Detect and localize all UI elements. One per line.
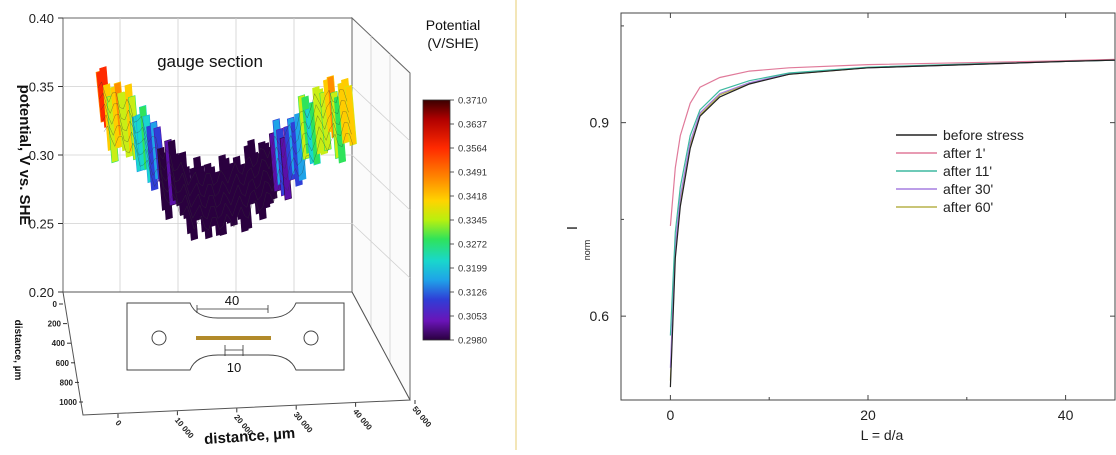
y-tick-label: 400 — [52, 339, 66, 348]
legend-label: after 1' — [943, 145, 985, 161]
z-axis-label: potential, V vs. SHE — [16, 85, 33, 226]
y-tick-label: 800 — [60, 378, 74, 387]
colorbar — [422, 99, 451, 341]
z-tick-label: 0.30 — [29, 148, 54, 163]
x-tick-label: 30 000 — [292, 410, 315, 435]
surface-contour — [100, 103, 351, 209]
surface-patch — [344, 84, 357, 147]
colorbar-tick-label: 0.3564 — [458, 144, 487, 155]
strip-width-label: 10 — [227, 360, 241, 375]
specimen-inset: 40 10 — [126, 293, 345, 375]
y-axis-label: distance, µm — [12, 320, 23, 381]
x-tick-label: 50 000 — [410, 405, 433, 430]
colorbar-tick-label: 0.3199 — [458, 264, 487, 275]
legend-label: after 30' — [943, 181, 993, 197]
y-tick-label: 0.9 — [590, 115, 610, 131]
legend-label: after 60' — [943, 199, 993, 215]
series-line — [669, 59, 1116, 388]
legend-label: after 11' — [943, 163, 992, 179]
hole-right — [303, 330, 319, 346]
y-tick-label: 1000 — [59, 398, 77, 407]
x-axis: 0 20 40 — [667, 13, 1074, 423]
colorbar-tick-label: 0.3637 — [458, 120, 487, 131]
x-axis-label: L = d/a — [861, 427, 904, 443]
legend-label: before stress — [943, 127, 1024, 143]
y-tick-label: 600 — [56, 359, 70, 368]
y-axis: 0.6 0.9 — [590, 25, 1115, 324]
line-plot: 0 20 40 0.6 0.9 before stress after 1' after … — [564, 12, 1116, 443]
x-tick-label: 20 — [860, 407, 876, 423]
colorbar-ticks: 0.3710 0.3637 0.3564 0.3491 0.3418 0.3345 0.32… — [450, 96, 487, 347]
series-lines — [669, 58, 1116, 388]
colorbar-tick-label: 0.3053 — [458, 312, 487, 323]
scan-strip — [196, 336, 271, 340]
colorbar-tick-label: 0.3491 — [458, 168, 487, 179]
z-tick-label: 0.20 — [29, 285, 54, 300]
y-axis-label: I — [564, 226, 581, 230]
hole-left — [151, 330, 167, 346]
surface-patch — [319, 90, 332, 152]
colorbar-tick-label: 0.2980 — [458, 336, 487, 347]
x-axis-label: distance, µm — [204, 425, 296, 448]
side-grid — [351, 36, 411, 364]
series-line — [669, 58, 1116, 226]
surface-patch — [240, 162, 253, 230]
x-tick-label: 10 000 — [173, 416, 196, 441]
surface-contour — [102, 114, 352, 220]
z-tick-label: 0.40 — [29, 11, 54, 26]
x-tick-label: 40 — [1058, 407, 1074, 423]
surface-contour — [99, 92, 349, 198]
surface-contour — [103, 125, 354, 231]
y-tick-label: 0 — [53, 300, 58, 309]
plot-frame — [620, 12, 1116, 401]
y-tick-label: 200 — [48, 320, 62, 329]
panel-divider — [515, 0, 517, 450]
x-tick-label: 0 — [667, 407, 675, 423]
colorbar-tick-label: 0.3345 — [458, 216, 487, 227]
surface-contour — [97, 81, 348, 187]
surface-plot: 40 10 gauge section 0.20 0.25 0.30 0.35 0.40… — [12, 11, 487, 448]
x-tick-label: 0 — [113, 419, 123, 429]
potential-surface — [95, 66, 357, 241]
y-axis: 0 200 400 600 800 1000 — [48, 300, 83, 407]
surface-title: gauge section — [157, 52, 263, 71]
colorbar-tick-label: 0.3126 — [458, 288, 487, 299]
colorbar-title-line2: (V/SHE) — [427, 35, 478, 51]
colorbar-title-line1: Potential — [426, 17, 480, 33]
legend: before stress after 1' after 11' after 30' a… — [896, 127, 1024, 215]
z-axis: 0.20 0.25 0.30 0.35 0.40 — [29, 11, 63, 300]
z-tick-label: 0.25 — [29, 217, 54, 232]
z-tick-label: 0.35 — [29, 80, 54, 95]
colorbar-tick-label: 0.3418 — [458, 192, 487, 203]
colorbar-tick-label: 0.3710 — [458, 96, 487, 107]
colorbar-tick-label: 0.3272 — [458, 240, 487, 251]
x-tick-label: 40 000 — [351, 407, 374, 432]
line-plot-panel: 0 20 40 0.6 0.9 before stress after 1' after … — [515, 0, 1116, 450]
y-axis-label-subscript: norm — [582, 240, 592, 261]
gauge-length-label: 40 — [225, 293, 239, 308]
y-tick-label: 0.6 — [590, 308, 610, 324]
surface-plot-panel: 40 10 gauge section 0.20 0.25 0.30 0.35 0.40… — [0, 0, 515, 450]
